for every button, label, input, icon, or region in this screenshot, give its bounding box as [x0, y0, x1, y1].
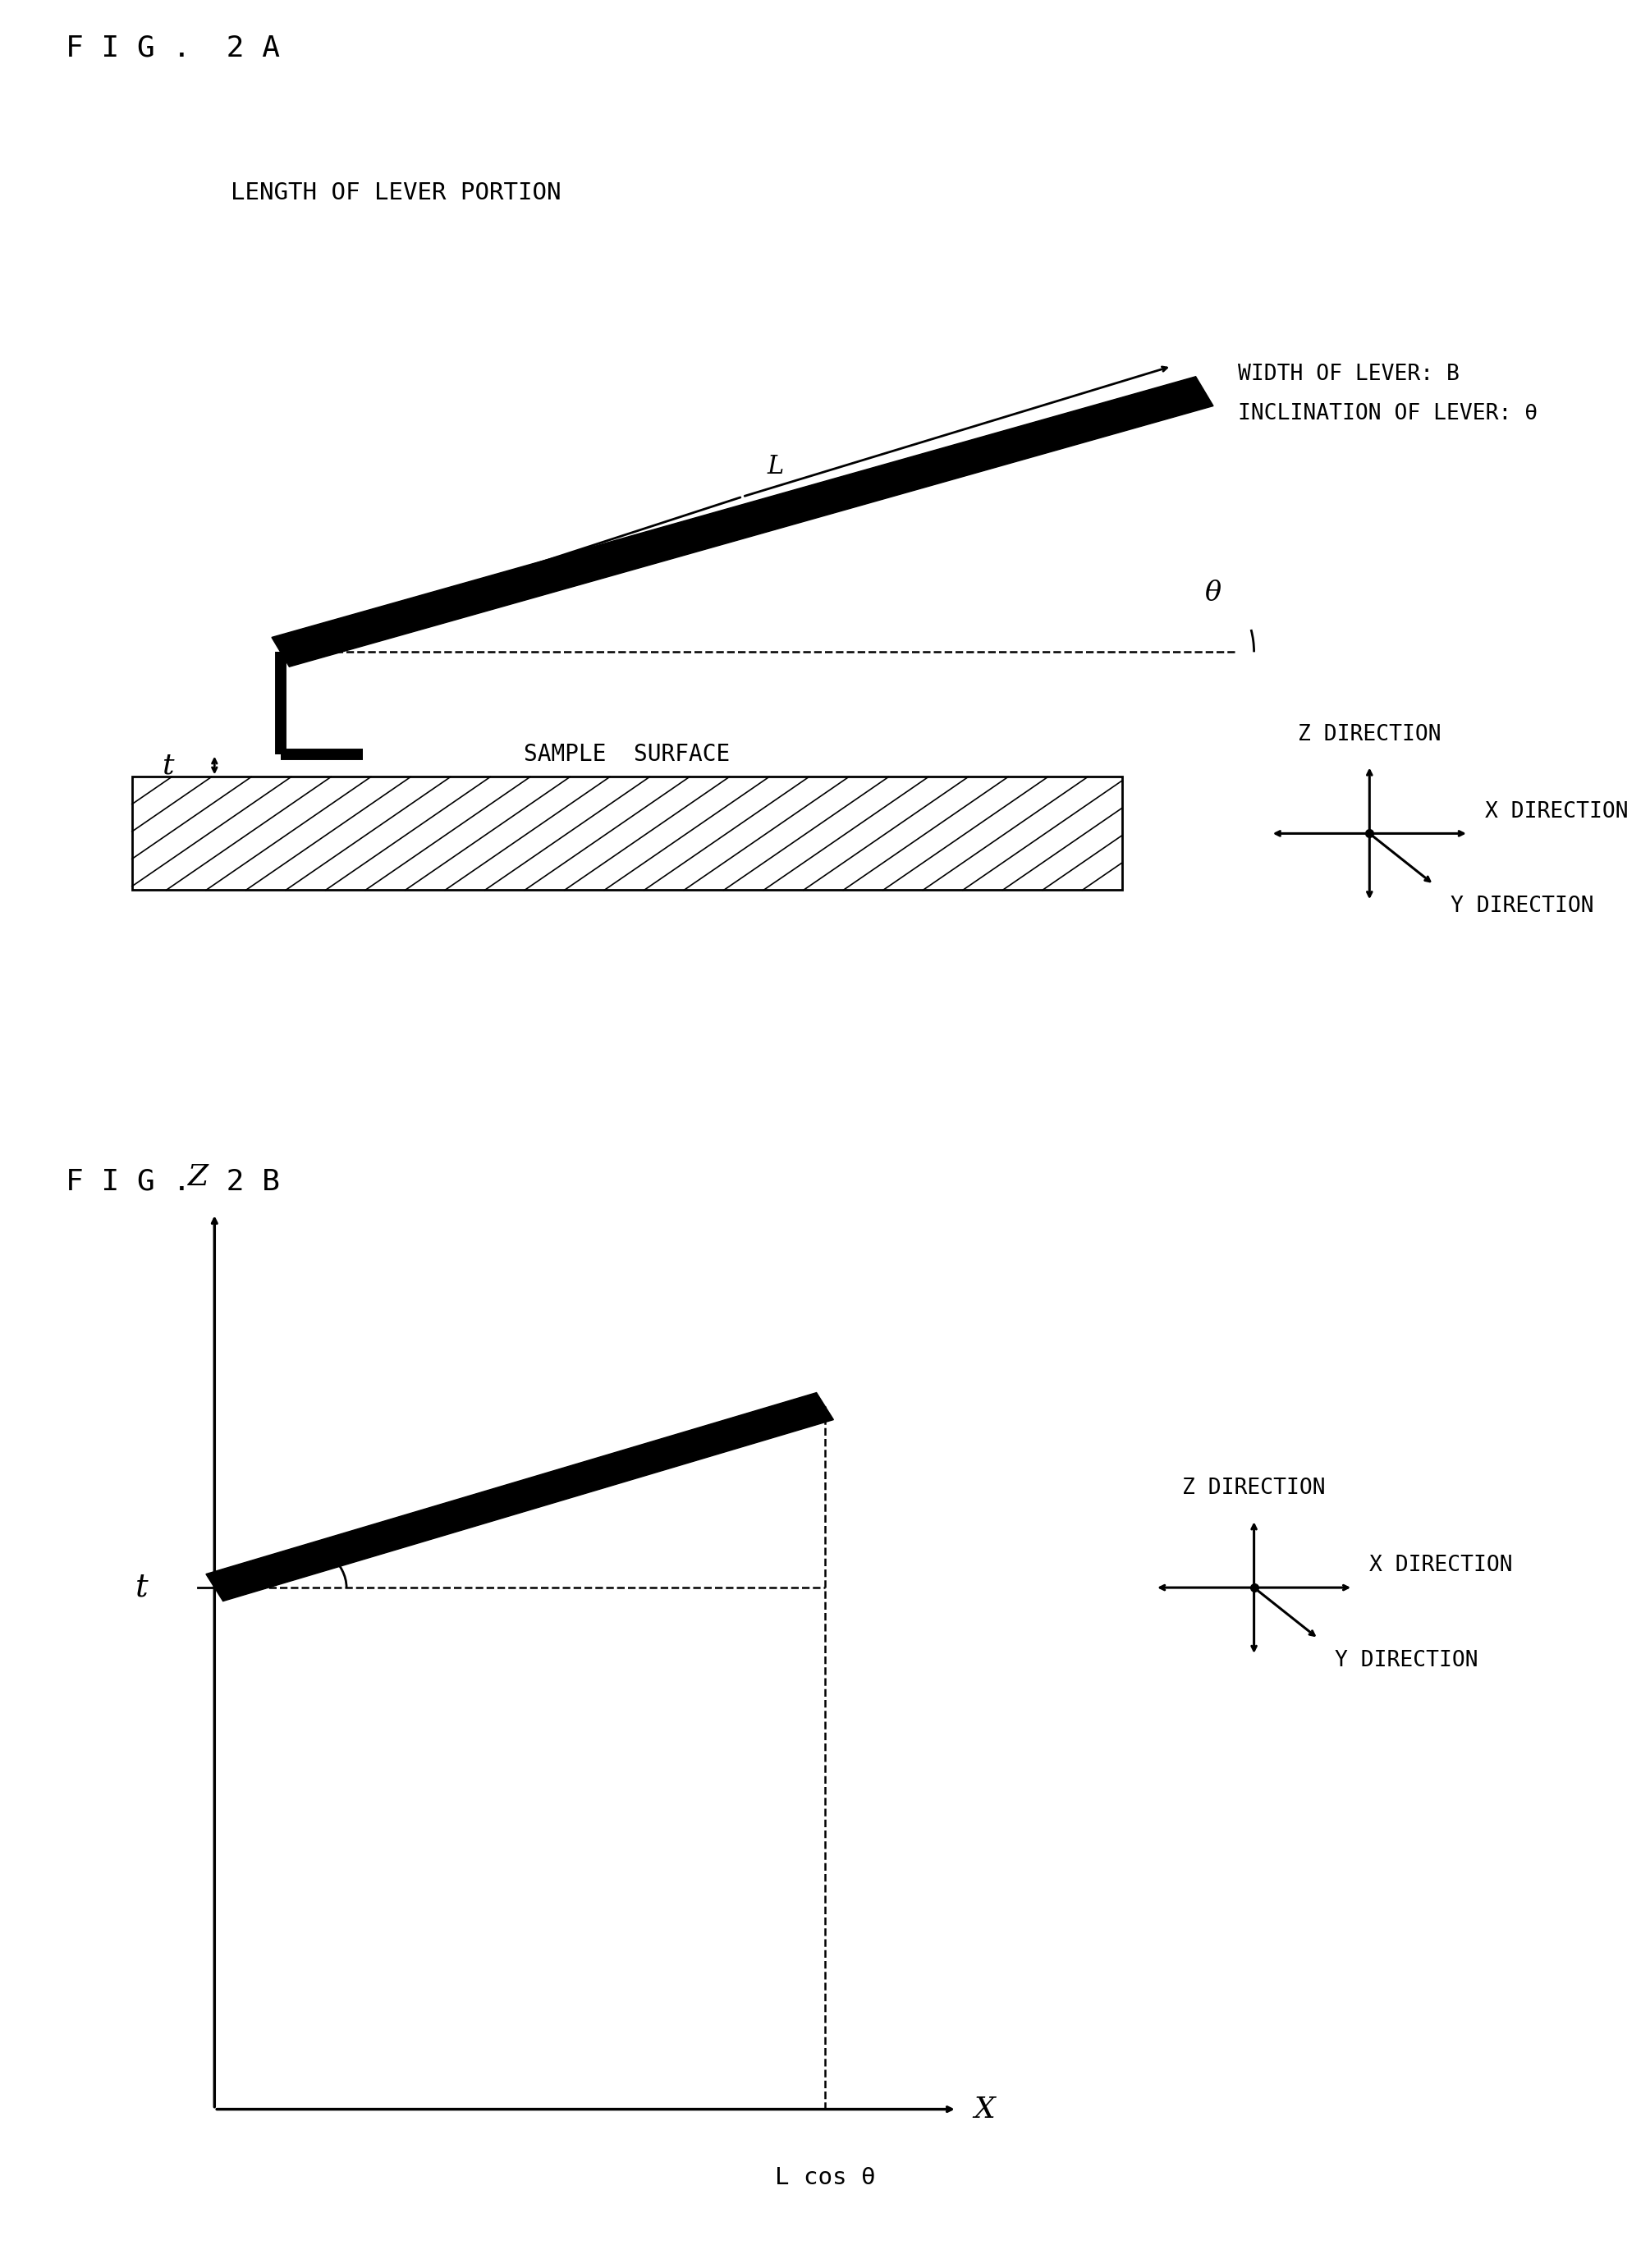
Text: θ: θ [412, 1515, 429, 1542]
Text: Y DIRECTION: Y DIRECTION [1335, 1651, 1478, 1672]
Text: Y DIRECTION: Y DIRECTION [1450, 896, 1594, 916]
Text: F I G .  2 B: F I G . 2 B [66, 1168, 281, 1195]
Text: LENGTH OF LEVER PORTION: LENGTH OF LEVER PORTION [231, 181, 561, 204]
Text: WIDTH OF LEVER: B: WIDTH OF LEVER: B [1238, 363, 1459, 386]
Text: θ: θ [1204, 581, 1221, 606]
Polygon shape [206, 1393, 833, 1601]
Text: F I G .  2 A: F I G . 2 A [66, 34, 281, 61]
Text: INCLINATION OF LEVER: θ: INCLINATION OF LEVER: θ [1238, 404, 1538, 424]
Text: L: L [767, 454, 784, 481]
Text: L cos θ: L cos θ [776, 2166, 874, 2189]
Text: X DIRECTION: X DIRECTION [1485, 801, 1629, 823]
Text: Z DIRECTION: Z DIRECTION [1183, 1479, 1325, 1499]
Text: X: X [973, 2096, 995, 2123]
Text: SAMPLE  SURFACE: SAMPLE SURFACE [525, 742, 729, 767]
Text: t: t [162, 751, 173, 780]
Text: Z DIRECTION: Z DIRECTION [1299, 723, 1440, 744]
Bar [132, 776, 1122, 889]
Text: X DIRECTION: X DIRECTION [1370, 1556, 1513, 1576]
Text: Z: Z [188, 1163, 208, 1191]
Text: t: t [135, 1572, 148, 1603]
Polygon shape [272, 376, 1213, 667]
